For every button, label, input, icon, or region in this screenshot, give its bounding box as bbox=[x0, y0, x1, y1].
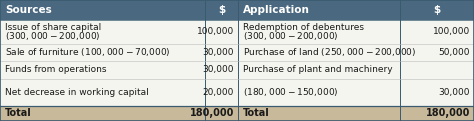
Text: Total: Total bbox=[243, 108, 270, 118]
Text: Sale of furniture ($100,000 - $70,000): Sale of furniture ($100,000 - $70,000) bbox=[5, 46, 171, 58]
Bar bbox=[0, 44, 474, 61]
Text: Purchase of land ($250,000 - $200,000): Purchase of land ($250,000 - $200,000) bbox=[243, 46, 416, 58]
Text: $: $ bbox=[218, 5, 225, 15]
Text: $: $ bbox=[433, 5, 441, 15]
Text: Sources: Sources bbox=[5, 5, 52, 15]
Text: Purchase of plant and machinery: Purchase of plant and machinery bbox=[243, 65, 392, 74]
Text: Total: Total bbox=[5, 108, 32, 118]
Bar bbox=[0, 61, 474, 79]
Text: ($300,000 - $200,000): ($300,000 - $200,000) bbox=[5, 30, 100, 42]
Text: 100,000: 100,000 bbox=[433, 27, 470, 36]
Text: Issue of share capital: Issue of share capital bbox=[5, 23, 101, 32]
Bar bbox=[0, 20, 474, 44]
Bar bbox=[0, 0, 474, 20]
Text: 30,000: 30,000 bbox=[438, 88, 470, 97]
Bar bbox=[0, 106, 474, 121]
Text: ($300,000 - $200,000): ($300,000 - $200,000) bbox=[243, 30, 338, 42]
Text: Net decrease in working capital: Net decrease in working capital bbox=[5, 88, 149, 97]
Text: Funds from operations: Funds from operations bbox=[5, 65, 107, 74]
Text: 180,000: 180,000 bbox=[426, 108, 470, 118]
Text: 180,000: 180,000 bbox=[190, 108, 234, 118]
Text: 20,000: 20,000 bbox=[202, 88, 234, 97]
Text: 30,000: 30,000 bbox=[202, 48, 234, 57]
Text: Redemption of debentures: Redemption of debentures bbox=[243, 23, 364, 32]
Text: ($180,000 - $150,000): ($180,000 - $150,000) bbox=[243, 86, 338, 98]
Bar bbox=[0, 79, 474, 106]
Text: 100,000: 100,000 bbox=[197, 27, 234, 36]
Text: 50,000: 50,000 bbox=[438, 48, 470, 57]
Text: Application: Application bbox=[243, 5, 310, 15]
Text: 30,000: 30,000 bbox=[202, 65, 234, 74]
